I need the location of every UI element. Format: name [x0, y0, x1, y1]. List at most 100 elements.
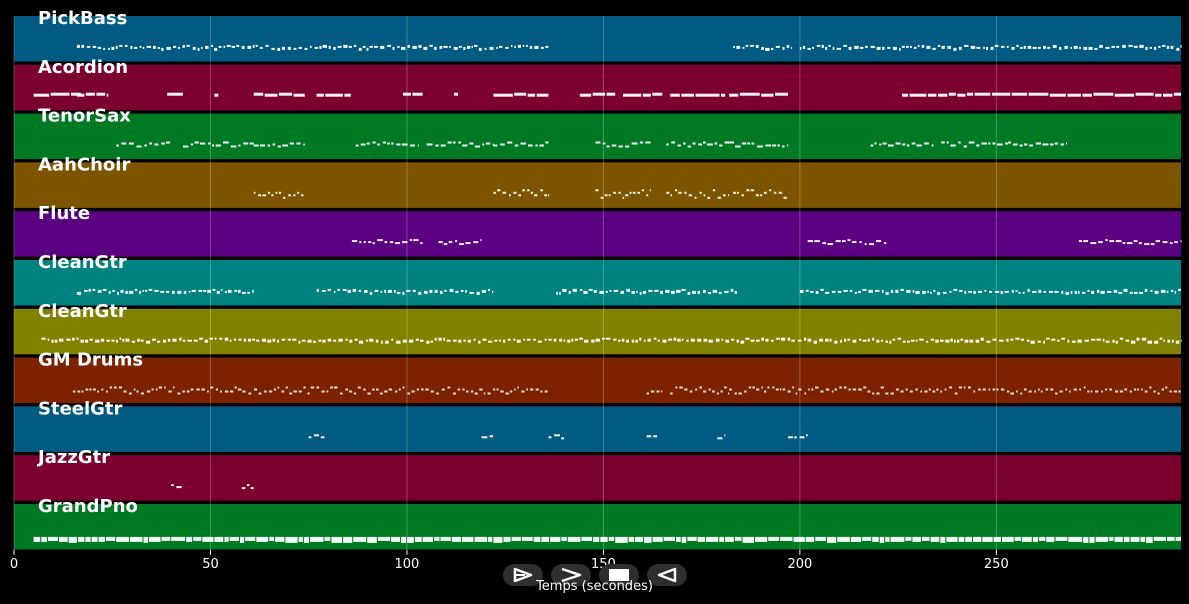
stop-button[interactable]: [599, 564, 639, 586]
note: [698, 143, 702, 146]
note: [324, 536, 331, 541]
note-segment: [241, 484, 254, 490]
note: [930, 338, 935, 341]
note: [33, 93, 50, 97]
note: [443, 337, 446, 341]
note: [760, 194, 763, 197]
note: [959, 289, 963, 292]
note: [1150, 289, 1153, 292]
note: [927, 93, 937, 97]
note-layer: [33, 44, 1182, 543]
note: [469, 142, 474, 145]
note: [1040, 390, 1043, 393]
note: [238, 144, 241, 147]
note: [408, 339, 414, 343]
note: [81, 44, 85, 48]
note: [160, 290, 165, 293]
note: [724, 434, 726, 437]
note-segment: [41, 337, 1182, 344]
note: [843, 289, 848, 292]
fast-forward-button[interactable]: [551, 564, 591, 586]
note: [116, 144, 119, 147]
note: [440, 290, 443, 294]
note: [986, 340, 991, 343]
note: [182, 44, 185, 48]
note: [365, 339, 368, 342]
rewind-button[interactable]: [647, 564, 687, 586]
note: [522, 189, 525, 192]
note: [639, 291, 642, 295]
note: [1149, 46, 1152, 49]
note: [106, 339, 110, 342]
note: [1051, 338, 1056, 341]
note: [879, 536, 885, 543]
note: [528, 144, 533, 147]
note: [559, 338, 562, 342]
x-tick-label: 50: [202, 557, 219, 572]
note: [230, 145, 237, 148]
note: [1115, 390, 1118, 393]
note: [96, 92, 106, 96]
note-segment: [595, 189, 651, 199]
note: [92, 288, 96, 291]
note-segment: [548, 434, 565, 440]
note: [488, 340, 493, 343]
note: [708, 388, 711, 391]
note: [223, 141, 229, 144]
note: [945, 339, 950, 343]
note: [900, 390, 904, 393]
note: [419, 339, 424, 342]
note: [661, 390, 663, 393]
note: [489, 46, 494, 50]
note: [1095, 390, 1099, 393]
note: [374, 45, 378, 48]
note: [488, 536, 493, 542]
note: [173, 45, 177, 48]
note: [142, 46, 145, 49]
note: [1005, 142, 1009, 145]
note: [298, 390, 302, 393]
track-labels: PickBass Acordion TenorSax AahChoir Flute Cle…: [36, 8, 143, 517]
note: [915, 339, 918, 342]
note: [142, 289, 145, 292]
note: [1165, 386, 1168, 389]
note: [646, 435, 652, 438]
note: [319, 45, 322, 49]
note: [605, 337, 611, 340]
note: [1027, 288, 1030, 292]
note: [771, 339, 774, 342]
note: [434, 289, 438, 293]
note: [593, 289, 597, 293]
play-button[interactable]: [503, 564, 543, 586]
note-segment: [316, 93, 351, 97]
note: [1074, 290, 1077, 294]
note: [492, 143, 494, 146]
note-segment: [579, 92, 616, 97]
note: [509, 390, 513, 393]
note: [128, 392, 132, 395]
note: [670, 93, 680, 97]
note: [482, 338, 487, 341]
note: [941, 141, 945, 144]
note-segment: [308, 434, 325, 439]
note: [874, 142, 877, 145]
note: [1067, 339, 1070, 343]
note: [933, 289, 936, 292]
note: [1118, 291, 1123, 294]
note: [385, 340, 389, 344]
note: [912, 536, 921, 542]
note: [773, 191, 777, 194]
note-segment: [76, 92, 109, 97]
note: [265, 44, 269, 47]
note: [579, 337, 583, 340]
note: [377, 239, 383, 242]
note: [388, 388, 393, 391]
note: [593, 536, 600, 542]
note: [453, 392, 456, 395]
note-segment: [666, 189, 730, 199]
note: [828, 44, 831, 47]
note: [191, 289, 196, 292]
note: [695, 93, 702, 97]
note: [473, 338, 476, 341]
note: [438, 337, 442, 341]
